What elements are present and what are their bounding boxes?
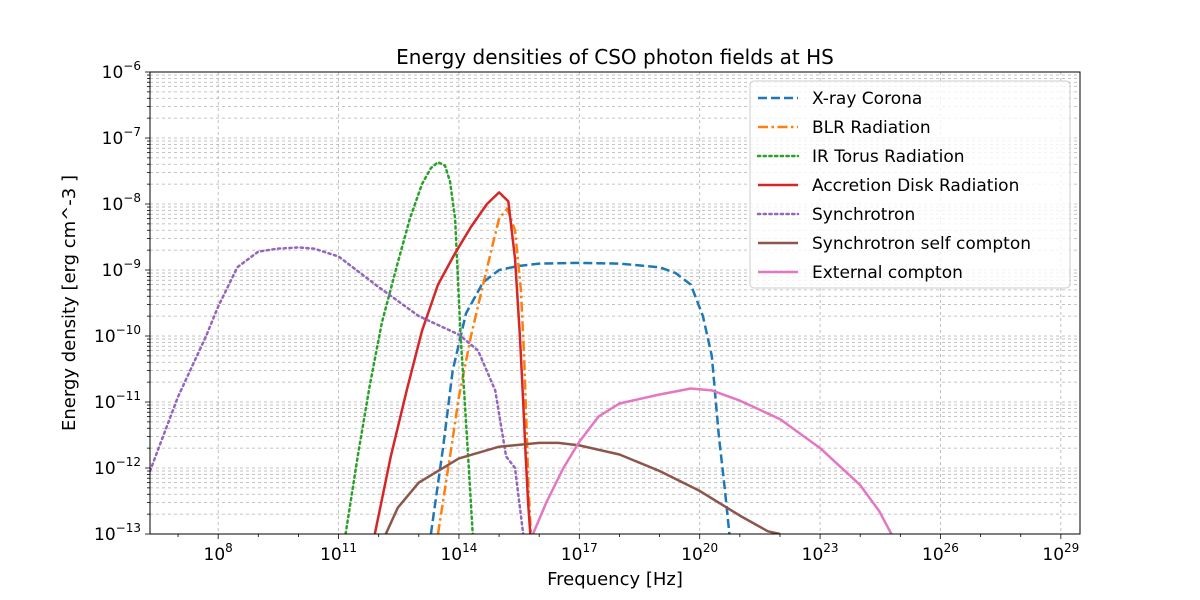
x-tick-label: 1014 [440, 541, 477, 565]
y-tick-base: 10 [102, 63, 124, 83]
y-tick-label: 10−11 [94, 389, 141, 413]
y-tick-label: 10−13 [94, 521, 141, 545]
y-tick-label: 10−6 [102, 59, 141, 83]
x-tick-base: 10 [204, 545, 226, 565]
x-tick-exponent: 20 [703, 541, 718, 555]
series-line-4 [373, 191, 532, 534]
y-tick-base: 10 [102, 195, 124, 215]
x-tick-exponent: 29 [1064, 541, 1079, 555]
y-tick-exponent: −11 [116, 389, 141, 403]
y-tick-label: 10−12 [94, 455, 141, 479]
x-tick-base: 10 [802, 545, 824, 565]
y-tick-exponent: −7 [123, 125, 141, 139]
y-tick-exponent: −10 [116, 323, 141, 337]
legend-label: Accretion Disk Radiation [812, 176, 1019, 196]
y-tick-exponent: −9 [123, 257, 141, 271]
x-tick-labels: 108 1011 1014 1017 1020 1023 1026 1029 [204, 541, 1080, 565]
x-tick-label: 1020 [681, 541, 718, 565]
y-tick-exponent: −12 [116, 455, 141, 469]
y-tick-label: 10−9 [102, 257, 141, 281]
series-line-7 [531, 387, 893, 534]
x-axis-label: Frequency [Hz] [547, 569, 683, 590]
y-tick-base: 10 [94, 525, 116, 545]
legend-frame [749, 80, 1071, 289]
x-tick-label: 1011 [320, 541, 357, 565]
y-axis-label: Energy density [erg cm^-3 ] [59, 175, 80, 431]
x-tick-label: 1029 [1042, 541, 1079, 565]
axis-ticks [145, 71, 1062, 539]
legend-label: Synchrotron [812, 205, 915, 225]
legend-label: External compton [812, 263, 963, 283]
series-layer [150, 160, 893, 534]
series-line-1 [429, 261, 731, 534]
x-tick-base: 10 [440, 545, 462, 565]
y-tick-base: 10 [102, 129, 124, 149]
x-tick-label: 1026 [922, 541, 959, 565]
y-tick-base: 10 [102, 261, 124, 281]
x-tick-base: 10 [320, 545, 342, 565]
legend: X-ray Corona BLR Radiation IR Torus Radiat… [749, 80, 1071, 289]
x-tick-exponent: 14 [462, 541, 477, 555]
x-tick-exponent: 8 [225, 541, 233, 555]
x-tick-label: 108 [204, 541, 233, 565]
y-tick-exponent: −8 [123, 191, 141, 205]
x-tick-base: 10 [561, 545, 583, 565]
x-tick-base: 10 [922, 545, 944, 565]
y-tick-base: 10 [94, 459, 116, 479]
plot-frame [149, 71, 1081, 535]
y-tick-exponent: −13 [116, 521, 141, 535]
x-tick-base: 10 [681, 545, 703, 565]
x-tick-exponent: 26 [944, 541, 959, 555]
y-tick-label: 10−10 [94, 323, 141, 347]
x-tick-base: 10 [1042, 545, 1064, 565]
x-tick-label: 1017 [561, 541, 598, 565]
legend-label: IR Torus Radiation [812, 147, 965, 167]
x-tick-label: 1023 [802, 541, 839, 565]
series-line-6 [384, 441, 781, 534]
chart-title: Energy densities of CSO photon fields at… [396, 45, 834, 69]
x-tick-exponent: 23 [823, 541, 838, 555]
y-tick-base: 10 [94, 393, 116, 413]
legend-label: X-ray Corona [812, 89, 922, 109]
x-tick-exponent: 17 [583, 541, 598, 555]
y-tick-exponent: −6 [123, 59, 141, 73]
series-line-2 [436, 207, 533, 534]
x-tick-exponent: 11 [342, 541, 357, 555]
legend-label: BLR Radiation [812, 118, 931, 138]
series-line-3 [344, 160, 474, 534]
y-tick-label: 10−7 [102, 125, 141, 149]
series-line-5 [150, 246, 525, 534]
y-tick-base: 10 [94, 327, 116, 347]
legend-label: Synchrotron self compton [812, 234, 1031, 254]
y-tick-label: 10−8 [102, 191, 141, 215]
